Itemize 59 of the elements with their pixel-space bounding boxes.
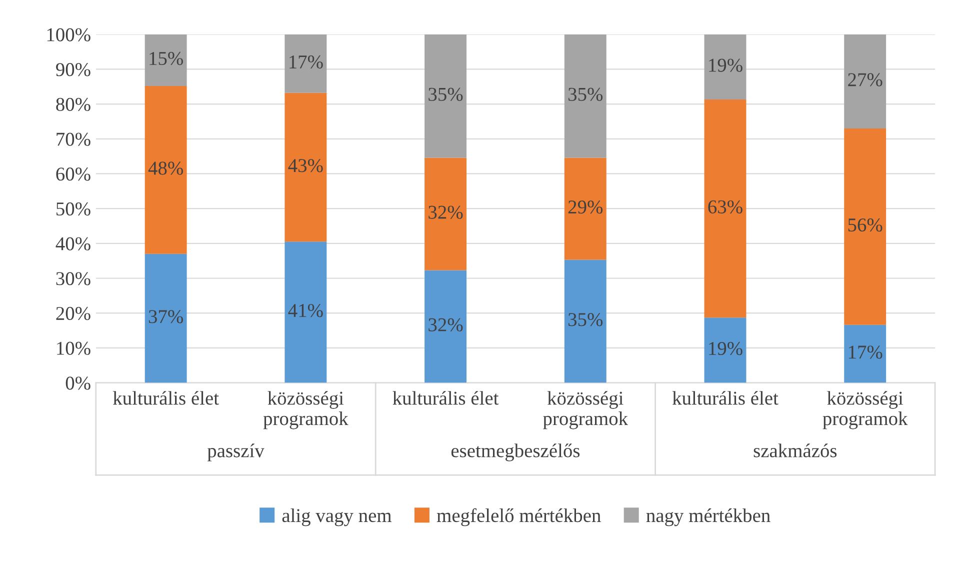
bar: [844, 324, 886, 383]
data-label: 19%: [709, 342, 742, 356]
y-tick-label: 50%: [56, 202, 90, 216]
data-label: 27%: [848, 73, 882, 86]
text: passzív: [207, 444, 264, 462]
data-label: 63%: [708, 200, 742, 214]
data-label: 35%: [428, 88, 463, 101]
bar: [144, 254, 187, 383]
y-tick-label: 100%: [47, 28, 90, 42]
bar: [844, 34, 886, 128]
legend-label: nagy mértékben: [646, 508, 770, 526]
legend-label: alig vagy nem: [282, 508, 392, 526]
y-tick-label: 70%: [56, 132, 90, 146]
text: szakmázós: [754, 444, 837, 458]
data-label: 15%: [150, 52, 183, 66]
bar: [144, 86, 187, 254]
y-tick-label: 20%: [56, 306, 90, 320]
y-tick-label: 80%: [56, 98, 90, 112]
data-label: 19%: [709, 58, 742, 72]
y-tick-label: 0%: [66, 376, 90, 390]
x-tick-label: kulturális élet: [113, 391, 219, 405]
x-tick-label: közösségi programok: [263, 391, 348, 430]
legend-label: megfelelő mértékben: [436, 508, 601, 526]
data-label: 41%: [288, 304, 323, 318]
bar: [424, 270, 467, 383]
bar: [704, 34, 746, 100]
bar: [424, 34, 467, 158]
bar: [704, 318, 746, 383]
bar: [284, 34, 327, 93]
data-label: 48%: [148, 162, 183, 175]
data-label: 37%: [148, 310, 183, 324]
bar: [144, 34, 187, 86]
y-tick-label: 30%: [56, 272, 90, 286]
data-label: 32%: [428, 318, 463, 332]
bar: [704, 100, 746, 318]
y-tick-label: 10%: [57, 342, 90, 355]
y-tick-label: 90%: [56, 63, 90, 76]
data-label: 35%: [568, 313, 603, 326]
data-label: 17%: [848, 346, 882, 359]
data-label: 56%: [848, 218, 882, 232]
data-label: 35%: [568, 88, 603, 101]
bar: [564, 158, 606, 260]
data-label: 43%: [288, 159, 323, 172]
x-tick-label: kulturális élet: [672, 391, 778, 405]
bar: [564, 260, 606, 383]
bar: [564, 34, 606, 158]
text: esetmegbeszélős: [451, 444, 580, 462]
data-label: 17%: [290, 55, 323, 69]
bar: [844, 128, 886, 325]
x-tick-label: kulturális élet: [392, 391, 499, 405]
x-tick-label: közösségi programok: [543, 391, 628, 430]
bar: [284, 242, 327, 383]
x-tick-label: közösségi programok: [822, 391, 908, 430]
data-label: 32%: [428, 206, 463, 219]
data-label: 29%: [568, 200, 603, 214]
y-tick-label: 40%: [56, 237, 90, 250]
bar: [284, 92, 327, 242]
bar: [424, 158, 467, 270]
y-tick-label: 60%: [56, 168, 90, 181]
